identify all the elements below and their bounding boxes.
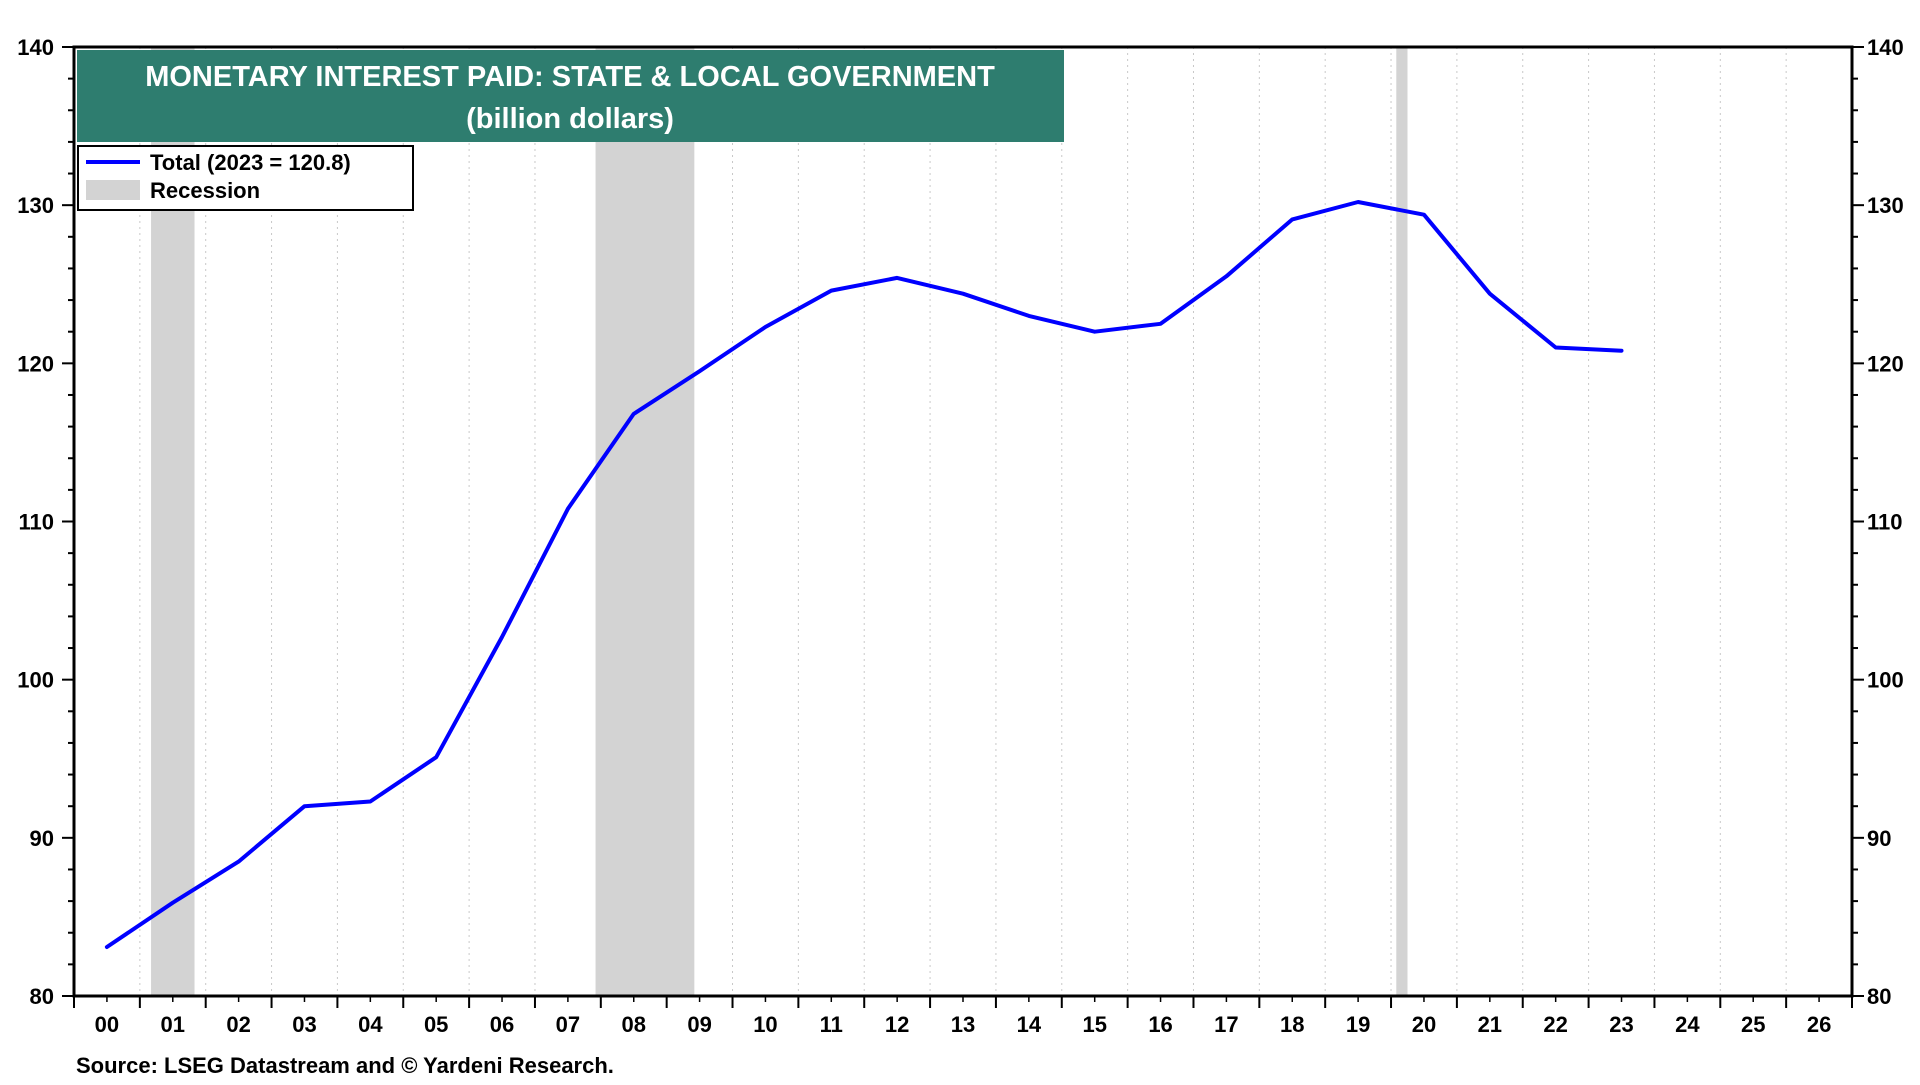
y-tick-label-right: 130 <box>1867 193 1904 218</box>
x-tick-label: 19 <box>1346 1012 1370 1037</box>
y-tick-label-left: 100 <box>17 668 54 693</box>
x-tick-label: 05 <box>424 1012 448 1037</box>
series-line-total <box>104 200 1624 949</box>
title-background <box>77 50 1064 142</box>
y-tick-label-left: 90 <box>30 826 54 851</box>
x-tick-label: 22 <box>1543 1012 1567 1037</box>
legend-label-total: Total (2023 = 120.8) <box>150 150 351 175</box>
y-tick-label-left: 80 <box>30 984 54 1009</box>
x-tick-label: 03 <box>292 1012 316 1037</box>
x-tick-label: 07 <box>556 1012 580 1037</box>
y-tick-label-left: 110 <box>19 510 55 535</box>
y-tick-label-right: 100 <box>1867 668 1904 693</box>
y-tick-label-left: 120 <box>17 351 54 376</box>
x-tick-label: 08 <box>621 1012 645 1037</box>
x-tick-label: 20 <box>1412 1012 1436 1037</box>
legend-label-recession: Recession <box>150 178 260 203</box>
legend: Total (2023 = 120.8) Recession <box>77 145 414 211</box>
x-tick-label: 00 <box>95 1012 119 1037</box>
y-tick-label-right: 110 <box>1867 510 1903 535</box>
y-tick-label-right: 140 <box>1867 35 1904 60</box>
x-tick-label: 18 <box>1280 1012 1304 1037</box>
x-tick-label: 21 <box>1478 1012 1502 1037</box>
recession-band <box>1396 47 1408 996</box>
recession-layer <box>151 47 1408 996</box>
recession-band <box>595 47 695 996</box>
x-tick-label: 02 <box>226 1012 250 1037</box>
y-tick-label-right: 90 <box>1867 826 1891 851</box>
x-tick-label: 17 <box>1214 1012 1238 1037</box>
x-tick-label: 06 <box>490 1012 514 1037</box>
grid-layer <box>139 47 1787 996</box>
legend-swatch-recession <box>86 180 140 200</box>
x-tick-label: 09 <box>687 1012 711 1037</box>
x-tick-label: 16 <box>1148 1012 1172 1037</box>
x-tick-label: 23 <box>1609 1012 1633 1037</box>
y-tick-label-right: 80 <box>1867 984 1891 1009</box>
x-tick-label: 04 <box>358 1012 383 1037</box>
x-tick-label: 26 <box>1807 1012 1831 1037</box>
y-tick-label-right: 120 <box>1867 351 1904 376</box>
source-note: Source: LSEG Datastream and © Yardeni Re… <box>76 1053 614 1078</box>
series-layer <box>104 200 1624 949</box>
x-tick-label: 24 <box>1675 1012 1700 1037</box>
x-tick-label: 13 <box>951 1012 975 1037</box>
x-tick-label: 14 <box>1017 1012 1042 1037</box>
x-tick-label: 01 <box>161 1012 185 1037</box>
x-tick-label: 25 <box>1741 1012 1765 1037</box>
x-tick-label: 10 <box>753 1012 777 1037</box>
x-tick-label: 11 <box>820 1012 843 1037</box>
x-tick-label: 15 <box>1082 1012 1106 1037</box>
y-tick-label-left: 130 <box>17 193 54 218</box>
chart-subtitle: (billion dollars) <box>466 103 674 135</box>
x-tick-label: 12 <box>885 1012 909 1037</box>
y-tick-label-left: 140 <box>17 35 54 60</box>
chart-title: MONETARY INTEREST PAID: STATE & LOCAL GO… <box>145 61 995 93</box>
title-box: MONETARY INTEREST PAID: STATE & LOCAL GO… <box>77 50 1064 142</box>
